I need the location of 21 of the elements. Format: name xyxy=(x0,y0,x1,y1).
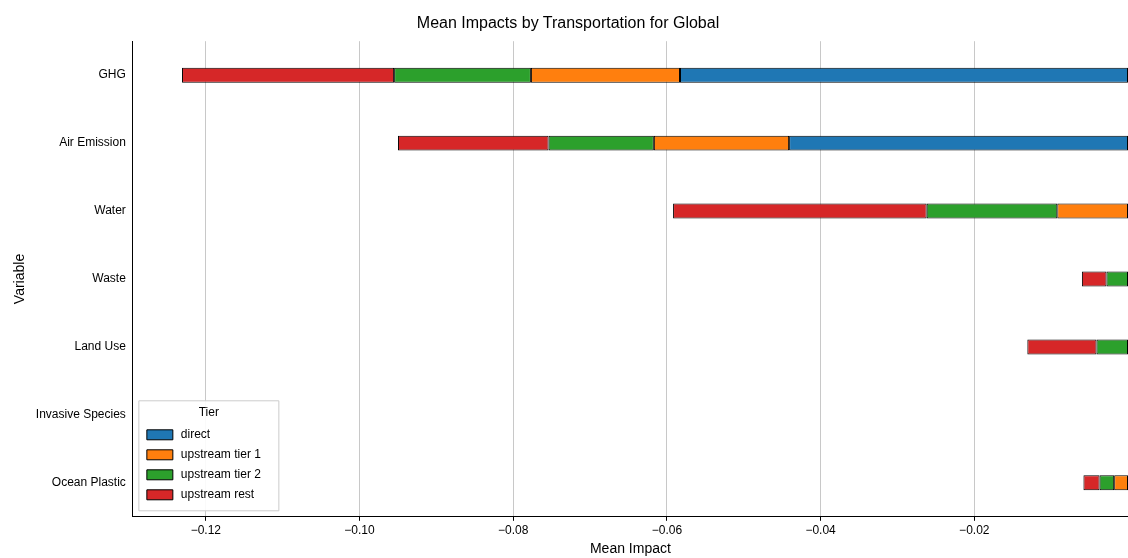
legend-label: direct xyxy=(180,427,211,442)
y-tick-label: Air Emission xyxy=(59,135,126,150)
legend-label: upstream tier 1 xyxy=(180,447,262,462)
x-tick-label: −0.10 xyxy=(344,523,376,538)
legend-label: upstream tier 2 xyxy=(180,467,262,482)
x-tick-label: −0.06 xyxy=(651,523,683,538)
chart-title: Mean Impacts by Transportation for Global xyxy=(416,14,720,32)
y-tick-label: Land Use xyxy=(74,339,127,354)
x-tick-label: −0.12 xyxy=(190,523,222,538)
legend-title: Tier xyxy=(198,405,219,420)
legend-label: upstream rest xyxy=(180,487,255,502)
y-tick-label: Waste xyxy=(92,271,127,286)
y-tick-label: GHG xyxy=(98,67,126,82)
y-tick-label: Ocean Plastic xyxy=(51,475,126,490)
x-tick-label: −0.04 xyxy=(805,523,837,538)
y-tick-label: Water xyxy=(94,203,126,218)
y-tick-label: Invasive Species xyxy=(35,407,126,422)
x-tick-label: −0.02 xyxy=(959,523,990,538)
y-axis-title: Variable xyxy=(11,253,28,305)
x-tick-label: −0.08 xyxy=(498,523,529,538)
x-axis-title: Mean Impact xyxy=(589,540,671,557)
